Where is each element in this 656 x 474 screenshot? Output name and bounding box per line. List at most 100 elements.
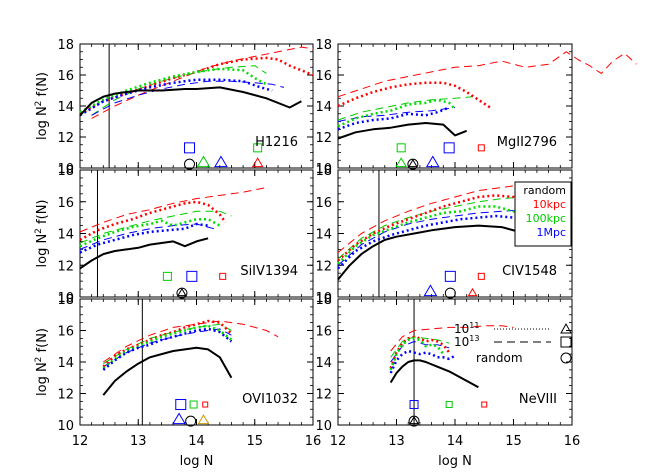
y-tick-label: 18	[57, 164, 74, 179]
panel-label: SiIV1394	[240, 264, 298, 279]
panel-label: CIV1548	[502, 264, 557, 279]
marker-circle	[185, 415, 197, 427]
series-line-random	[79, 86, 302, 116]
series-line-1mpc	[102, 327, 233, 371]
key-label: 1013	[454, 334, 479, 349]
series-line-dashed-red	[79, 187, 267, 233]
panel-label: NeVIII	[519, 392, 557, 407]
y-tick-label: 10	[315, 419, 332, 434]
panel-mgii2796: 10 12 14 16 18 MgII2796	[315, 38, 637, 177]
series-line-random	[337, 224, 544, 281]
y-tick-label: 18	[57, 293, 74, 308]
y-tick-label: 14	[57, 100, 74, 115]
panel-civ1548: 10 12 14 16 18 CIV1548	[315, 164, 573, 306]
y-tick-label: 12	[315, 131, 332, 146]
marker-square	[409, 400, 419, 410]
marker-triangle	[196, 155, 211, 168]
marker-triangle	[214, 155, 228, 168]
marker-triangle	[177, 287, 187, 297]
y-tick-label: 18	[57, 38, 74, 53]
marker-triangle	[197, 414, 210, 425]
marker-triangle	[172, 412, 186, 425]
series-line-dashed-red	[91, 46, 314, 119]
panel-label: H1216	[255, 135, 298, 150]
series-line-dashed-green	[337, 96, 473, 121]
series-line-100kpc	[337, 205, 538, 265]
x-tick-label: 13	[388, 434, 405, 449]
y-tick-label: 16	[57, 69, 74, 84]
y-axis-label-sup: 2	[34, 228, 44, 234]
marker-square	[445, 401, 453, 409]
y-tick-label: 10	[315, 291, 332, 306]
series-line-dashed-blue	[91, 80, 285, 116]
series-line-dashed-green	[79, 210, 232, 244]
marker-triangle	[251, 157, 264, 168]
y-axis-label-sup: 2	[34, 101, 44, 107]
marker-square	[175, 399, 187, 411]
key-label-base: random	[476, 351, 523, 365]
series-line-10kpc	[79, 200, 227, 241]
y-tick-label: 18	[315, 293, 332, 308]
x-tick-label: 14	[188, 434, 205, 449]
marker-square	[202, 401, 209, 408]
series-line-dashed-red	[337, 51, 637, 98]
series-line-100kpc	[337, 98, 456, 128]
marker-triangle	[467, 287, 478, 297]
series-line-100kpc	[389, 337, 445, 371]
y-axis-label: log N2 f(N)	[34, 72, 50, 140]
y-tick-label: 16	[315, 325, 332, 340]
y-tick-label: 18	[315, 164, 332, 179]
x-tick-label: 16	[564, 434, 581, 449]
marker-square	[444, 270, 456, 282]
marker-square	[189, 400, 198, 409]
series-line-dashed-green	[103, 323, 232, 365]
key-square	[560, 336, 572, 348]
marker-square	[477, 272, 485, 280]
series-line-dashed-red	[390, 325, 514, 352]
y-tick-label: 14	[315, 100, 332, 115]
x-tick-label: 12	[330, 434, 347, 449]
key-label: 1011	[454, 321, 479, 336]
y-tick-label: 14	[315, 356, 332, 371]
panel-label: MgII2796	[497, 135, 557, 150]
y-tick-label: 12	[315, 388, 332, 403]
panel-h1216: 10 12 14 16 18 H1216 log N2 f(N)	[34, 38, 314, 177]
y-axis-label-tail: f(N)	[35, 200, 50, 229]
key-label-exp: 11	[469, 321, 479, 330]
series-line-random	[79, 237, 209, 270]
series-line-dashed-blue	[103, 328, 232, 368]
y-tick-label: 14	[57, 228, 74, 243]
series-line-100kpc	[102, 324, 233, 370]
series-line-dashed-blue	[390, 341, 450, 363]
legend-entry-100kpc: 100kpc	[526, 212, 566, 225]
legend-entry-random: random	[523, 184, 566, 197]
y-tick-label: 10	[57, 291, 74, 306]
y-tick-label: 10	[57, 162, 74, 177]
marker-triangle	[408, 158, 418, 168]
y-tick-label: 14	[315, 228, 332, 243]
marker-triangle	[425, 155, 440, 168]
y-tick-label: 12	[315, 259, 332, 274]
series-line-random	[337, 122, 468, 140]
x-axis-label: log N	[180, 454, 214, 469]
key-label-base: 10	[454, 335, 469, 349]
marker-square	[162, 271, 172, 281]
y-tick-label: 16	[57, 196, 74, 211]
x-axis-label: log N	[438, 454, 472, 469]
legend-box	[514, 181, 572, 247]
series-line-1mpc	[79, 222, 209, 254]
y-tick-label: 16	[315, 196, 332, 211]
x-tick-label: 14	[447, 434, 464, 449]
marker-triangle	[395, 157, 408, 168]
marker-circle	[444, 287, 456, 299]
y-axis-label-tail: f(N)	[35, 72, 50, 101]
marker-square	[253, 143, 263, 153]
y-tick-label: 10	[57, 419, 74, 434]
legend-entry-10kpc: 10kpc	[533, 198, 566, 211]
marker-square	[477, 144, 485, 152]
y-axis-label: log N2 f(N)	[34, 328, 50, 396]
x-tick-label: 13	[130, 434, 147, 449]
